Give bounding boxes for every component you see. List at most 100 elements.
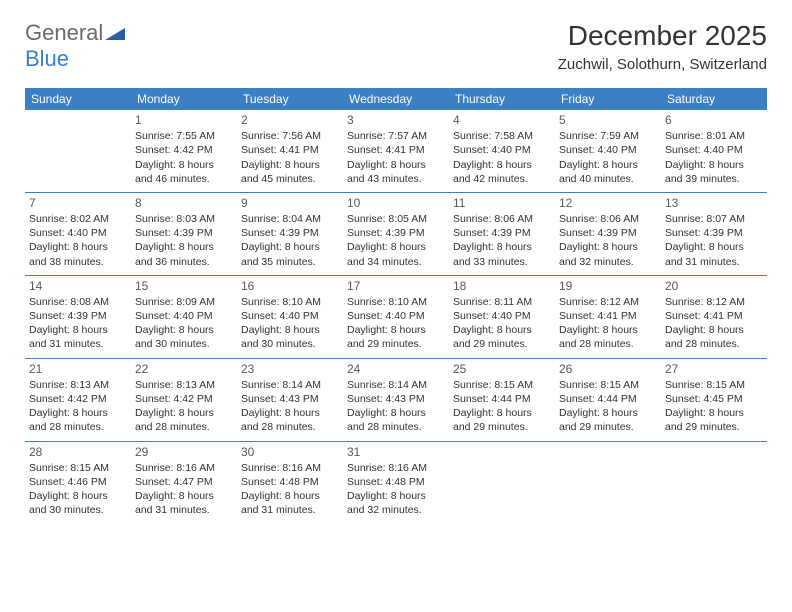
day-info: Sunrise: 8:06 AM <box>559 212 657 226</box>
calendar-cell: 2Sunrise: 7:56 AMSunset: 4:41 PMDaylight… <box>237 110 343 192</box>
day-number: 27 <box>665 361 763 377</box>
day-info: Sunset: 4:39 PM <box>29 309 127 323</box>
day-info: Sunset: 4:41 PM <box>559 309 657 323</box>
calendar-cell: 5Sunrise: 7:59 AMSunset: 4:40 PMDaylight… <box>555 110 661 192</box>
calendar-body: 1Sunrise: 7:55 AMSunset: 4:42 PMDaylight… <box>25 110 767 523</box>
day-number: 5 <box>559 112 657 128</box>
day-info: Sunrise: 8:16 AM <box>241 461 339 475</box>
logo-general: General <box>25 20 103 45</box>
day-header: Saturday <box>661 88 767 110</box>
day-info: Sunrise: 7:59 AM <box>559 129 657 143</box>
day-info: Sunrise: 8:12 AM <box>559 295 657 309</box>
day-info: and 40 minutes. <box>559 172 657 186</box>
day-number: 28 <box>29 444 127 460</box>
day-info: Daylight: 8 hours <box>347 489 445 503</box>
day-info: Sunset: 4:40 PM <box>347 309 445 323</box>
calendar-cell: 18Sunrise: 8:11 AMSunset: 4:40 PMDayligh… <box>449 275 555 358</box>
logo: General Blue <box>25 20 125 72</box>
day-info: Sunset: 4:40 PM <box>135 309 233 323</box>
day-info: Sunset: 4:41 PM <box>241 143 339 157</box>
day-info: Sunrise: 7:58 AM <box>453 129 551 143</box>
logo-blue: Blue <box>25 46 69 71</box>
day-info: and 28 minutes. <box>29 420 127 434</box>
day-info: Daylight: 8 hours <box>241 489 339 503</box>
day-info: Daylight: 8 hours <box>135 406 233 420</box>
day-info: Sunset: 4:41 PM <box>347 143 445 157</box>
day-number: 1 <box>135 112 233 128</box>
day-number: 4 <box>453 112 551 128</box>
calendar-cell: 16Sunrise: 8:10 AMSunset: 4:40 PMDayligh… <box>237 275 343 358</box>
calendar-cell <box>25 110 131 192</box>
day-info: and 31 minutes. <box>241 503 339 517</box>
calendar-cell: 20Sunrise: 8:12 AMSunset: 4:41 PMDayligh… <box>661 275 767 358</box>
day-info: and 33 minutes. <box>453 255 551 269</box>
calendar-cell: 27Sunrise: 8:15 AMSunset: 4:45 PMDayligh… <box>661 358 767 441</box>
day-info: Daylight: 8 hours <box>453 323 551 337</box>
day-number: 8 <box>135 195 233 211</box>
day-info: Daylight: 8 hours <box>665 240 763 254</box>
day-number: 24 <box>347 361 445 377</box>
day-info: Daylight: 8 hours <box>665 406 763 420</box>
logo-text: General Blue <box>25 20 125 72</box>
calendar-cell: 26Sunrise: 8:15 AMSunset: 4:44 PMDayligh… <box>555 358 661 441</box>
day-info: Sunrise: 7:55 AM <box>135 129 233 143</box>
day-info: Sunrise: 7:57 AM <box>347 129 445 143</box>
day-info: Daylight: 8 hours <box>559 406 657 420</box>
calendar-head: SundayMondayTuesdayWednesdayThursdayFrid… <box>25 88 767 110</box>
day-info: Sunset: 4:40 PM <box>241 309 339 323</box>
day-info: Daylight: 8 hours <box>29 406 127 420</box>
day-number: 7 <box>29 195 127 211</box>
day-info: Daylight: 8 hours <box>347 240 445 254</box>
calendar-cell: 25Sunrise: 8:15 AMSunset: 4:44 PMDayligh… <box>449 358 555 441</box>
calendar-cell: 24Sunrise: 8:14 AMSunset: 4:43 PMDayligh… <box>343 358 449 441</box>
day-info: and 31 minutes. <box>135 503 233 517</box>
location-text: Zuchwil, Solothurn, Switzerland <box>558 56 767 73</box>
day-info: Sunrise: 8:10 AM <box>347 295 445 309</box>
day-info: and 31 minutes. <box>665 255 763 269</box>
calendar-cell: 22Sunrise: 8:13 AMSunset: 4:42 PMDayligh… <box>131 358 237 441</box>
day-number: 29 <box>135 444 233 460</box>
day-info: Sunset: 4:40 PM <box>665 143 763 157</box>
day-info: and 32 minutes. <box>559 255 657 269</box>
day-number: 16 <box>241 278 339 294</box>
day-info: and 39 minutes. <box>665 172 763 186</box>
day-info: Daylight: 8 hours <box>241 158 339 172</box>
day-info: Sunset: 4:46 PM <box>29 475 127 489</box>
day-number: 2 <box>241 112 339 128</box>
day-number: 14 <box>29 278 127 294</box>
calendar-cell: 31Sunrise: 8:16 AMSunset: 4:48 PMDayligh… <box>343 441 449 523</box>
day-number: 10 <box>347 195 445 211</box>
calendar-row: 28Sunrise: 8:15 AMSunset: 4:46 PMDayligh… <box>25 441 767 523</box>
day-info: Daylight: 8 hours <box>453 240 551 254</box>
day-info: Sunset: 4:39 PM <box>135 226 233 240</box>
day-info: and 28 minutes. <box>241 420 339 434</box>
day-info: Daylight: 8 hours <box>241 406 339 420</box>
calendar-cell: 15Sunrise: 8:09 AMSunset: 4:40 PMDayligh… <box>131 275 237 358</box>
day-info: Sunrise: 7:56 AM <box>241 129 339 143</box>
day-number: 19 <box>559 278 657 294</box>
day-info: Sunset: 4:45 PM <box>665 392 763 406</box>
day-info: Daylight: 8 hours <box>559 240 657 254</box>
day-info: Sunset: 4:44 PM <box>559 392 657 406</box>
calendar-cell: 8Sunrise: 8:03 AMSunset: 4:39 PMDaylight… <box>131 192 237 275</box>
day-number: 22 <box>135 361 233 377</box>
day-info: Daylight: 8 hours <box>665 323 763 337</box>
day-info: Sunset: 4:41 PM <box>665 309 763 323</box>
calendar-cell: 3Sunrise: 7:57 AMSunset: 4:41 PMDaylight… <box>343 110 449 192</box>
header: General Blue December 2025 Zuchwil, Solo… <box>25 20 767 73</box>
day-header-row: SundayMondayTuesdayWednesdayThursdayFrid… <box>25 88 767 110</box>
calendar-cell <box>449 441 555 523</box>
day-info: Daylight: 8 hours <box>29 489 127 503</box>
day-info: Daylight: 8 hours <box>135 323 233 337</box>
day-header: Wednesday <box>343 88 449 110</box>
day-info: Sunrise: 8:15 AM <box>29 461 127 475</box>
calendar-cell: 19Sunrise: 8:12 AMSunset: 4:41 PMDayligh… <box>555 275 661 358</box>
day-number: 20 <box>665 278 763 294</box>
day-number: 9 <box>241 195 339 211</box>
day-info: Sunset: 4:40 PM <box>559 143 657 157</box>
calendar-cell: 21Sunrise: 8:13 AMSunset: 4:42 PMDayligh… <box>25 358 131 441</box>
day-info: and 38 minutes. <box>29 255 127 269</box>
calendar-cell: 11Sunrise: 8:06 AMSunset: 4:39 PMDayligh… <box>449 192 555 275</box>
day-info: and 28 minutes. <box>135 420 233 434</box>
day-info: Sunset: 4:40 PM <box>453 309 551 323</box>
